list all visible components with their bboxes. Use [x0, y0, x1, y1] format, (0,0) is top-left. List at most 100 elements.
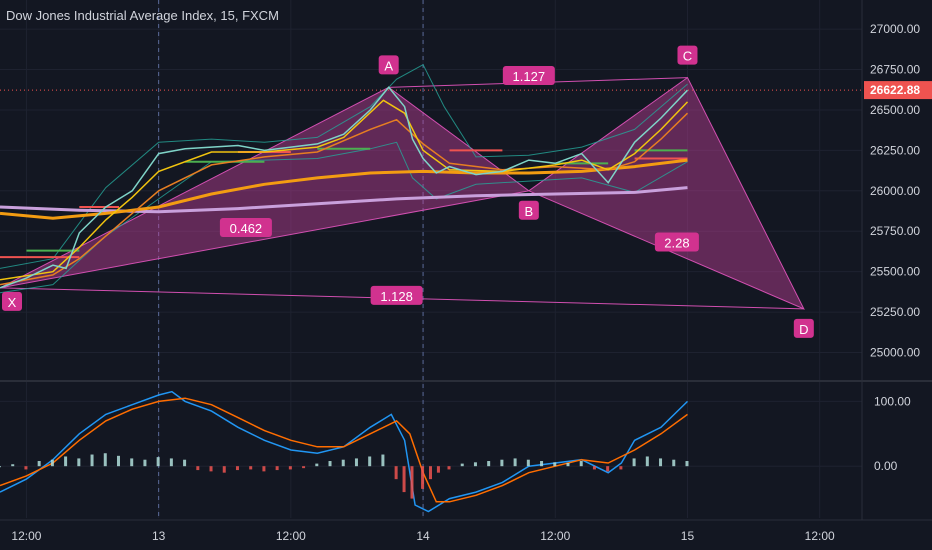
histogram-bar [566, 462, 570, 467]
pattern-ratio-label: 1.127 [502, 66, 555, 85]
pattern-ratio-label-bg [370, 285, 423, 305]
x-tick-label: 14 [416, 529, 430, 543]
pattern-xab-triangle [0, 86, 531, 289]
pattern-point-d: D [793, 318, 814, 338]
y-tick-label: 26500.00 [870, 103, 920, 117]
pattern-ratio-label-bg [502, 66, 555, 85]
histogram-bar [513, 458, 517, 467]
y-tick-label: 26750.00 [870, 63, 920, 77]
histogram-bar [659, 458, 663, 467]
pattern-point-b-text: B [524, 204, 533, 219]
histogram-bar [341, 459, 345, 467]
histogram-bar [288, 466, 292, 470]
pattern-ratio-label-text: 1.128 [380, 289, 413, 304]
histogram-bar [606, 466, 610, 472]
histogram-bar [421, 466, 425, 489]
histogram-bar [672, 459, 676, 467]
pattern-point-d-bg [793, 318, 814, 338]
histogram-bar [402, 466, 406, 493]
pattern-ratio-label: 1.128 [370, 285, 423, 305]
pattern-point-b-bg [518, 200, 539, 220]
histogram-bar [275, 466, 279, 471]
pattern-ratio-label-bg [654, 232, 699, 252]
y-tick-label: 26250.00 [870, 143, 920, 157]
pattern-ratio-label: 2.28 [654, 232, 699, 252]
histogram-bar [619, 466, 623, 470]
histogram-bar [103, 453, 107, 467]
x-tick-label: 12:00 [276, 529, 306, 543]
histogram-bar [381, 454, 385, 467]
histogram-bar [328, 461, 332, 467]
histogram-bar [685, 461, 689, 467]
histogram-bar [249, 466, 253, 470]
histogram-bar [143, 459, 147, 467]
pattern-ratio-label: 0.462 [219, 218, 272, 237]
histogram-bar [0, 466, 1, 468]
pattern-ratio-label-bg [219, 218, 272, 237]
x-tick-label: 12:00 [11, 529, 41, 543]
pattern-ratio-label-text: 2.28 [664, 236, 689, 251]
histogram-bar [410, 466, 414, 499]
histogram-bar [540, 461, 544, 467]
pattern-ratio-label-text: 1.127 [513, 69, 546, 84]
histogram-bar [235, 466, 239, 471]
x-tick-label: 13 [152, 529, 166, 543]
pattern-ratio-label-text: 0.462 [230, 221, 263, 236]
histogram-bar [183, 459, 187, 467]
pattern-point-a: A [378, 55, 399, 75]
x-tick-label: 12:00 [540, 529, 570, 543]
y-tick-label: 25750.00 [870, 224, 920, 238]
histogram-bar [64, 456, 68, 467]
histogram-bar [354, 458, 358, 467]
histogram-bar [50, 459, 54, 467]
histogram-bar [116, 455, 120, 467]
histogram-bar [169, 458, 173, 467]
band-lower [0, 141, 688, 294]
price-tag-label: 26622.88 [870, 83, 920, 97]
histogram-bar [447, 466, 451, 470]
histogram-bar [526, 459, 530, 467]
pattern-point-x-bg [2, 291, 22, 311]
histogram-bar [130, 458, 134, 467]
y-tick-label: 25500.00 [870, 265, 920, 279]
pattern-point-x-text: X [8, 295, 17, 310]
histogram-bar [24, 466, 28, 470]
price-line [0, 86, 689, 289]
pattern-point-d-text: D [799, 322, 808, 337]
histogram-bar [579, 461, 583, 467]
price-tag-bg [864, 81, 932, 100]
histogram-bar [632, 458, 636, 467]
histogram-bar [553, 462, 557, 467]
histogram-bar [209, 466, 213, 472]
histogram-bar [37, 461, 41, 467]
x-tick-label: 12:00 [805, 529, 835, 543]
histogram-bar [394, 466, 398, 480]
osc-tick-label: 0.00 [874, 459, 898, 473]
histogram-bar [460, 463, 464, 467]
pattern-point-b: B [518, 200, 539, 220]
chart-title: Dow Jones Industrial Average Index, 15, … [6, 8, 279, 23]
pattern-point-c-text: C [683, 49, 692, 64]
histogram-bar [196, 466, 200, 471]
pattern-point-a-text: A [384, 58, 393, 73]
pattern-point-c-bg [677, 45, 698, 65]
osc-tick-label: 100.00 [874, 394, 911, 408]
x-tick-label: 15 [681, 529, 695, 543]
histogram-bar [77, 458, 81, 467]
histogram-bar [302, 466, 306, 469]
histogram-bar [645, 456, 649, 467]
histogram-bar [487, 461, 491, 467]
pattern-point-a-bg [378, 55, 399, 75]
histogram-bar [90, 454, 94, 467]
histogram-bar [156, 457, 160, 467]
y-tick-label: 25000.00 [870, 346, 920, 360]
ema-fast-line [0, 99, 689, 281]
y-tick-label: 27000.00 [870, 22, 920, 36]
histogram-bar [500, 459, 504, 467]
y-tick-label: 26000.00 [870, 184, 920, 198]
histogram-bar [592, 466, 596, 470]
y-tick-label: 25250.00 [870, 305, 920, 319]
histogram-bar [473, 462, 477, 467]
